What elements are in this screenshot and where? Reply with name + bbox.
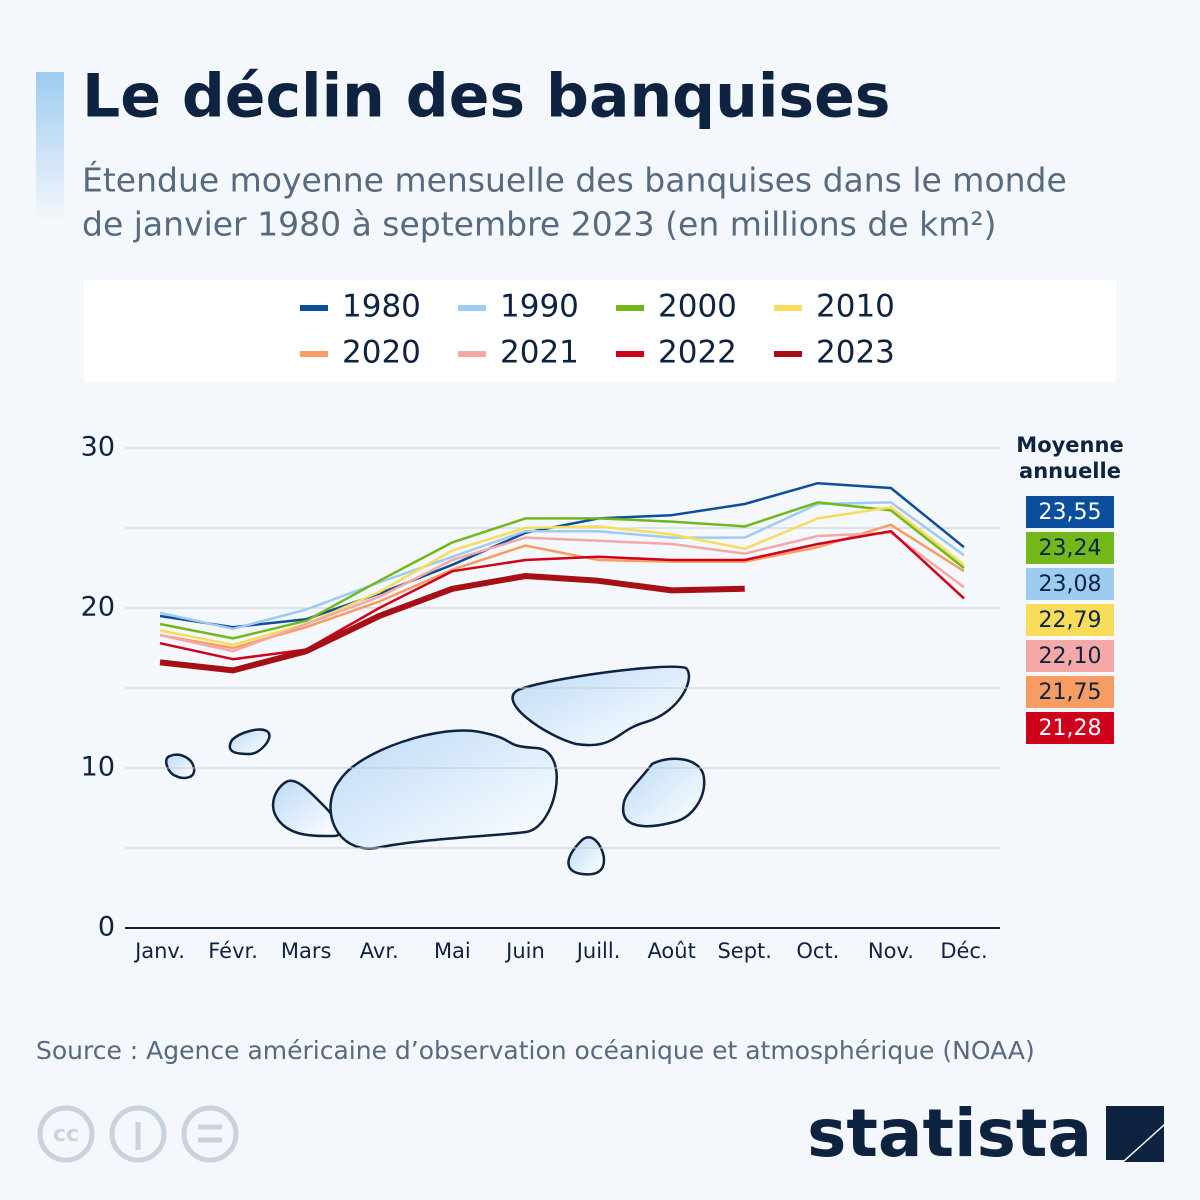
x-tick-label: Juin	[504, 939, 545, 963]
annual-box	[1026, 640, 1114, 672]
legend-label: 2021	[500, 335, 579, 371]
line	[159, 481, 965, 629]
brand: statista	[807, 1095, 1092, 1172]
annual-label: 22,79	[1039, 608, 1102, 633]
cc-icon: cc	[53, 1122, 79, 1147]
accent-bar	[36, 72, 64, 222]
y-tick-label: 0	[98, 912, 115, 943]
brand-logo	[1106, 1106, 1164, 1162]
annual-label: 22,10	[1039, 644, 1102, 669]
annual-box	[1026, 676, 1114, 708]
legend-label: 2023	[816, 335, 895, 371]
legend-label: 2020	[342, 335, 421, 371]
subtitle: de janvier 1980 à septembre 2023 (en mil…	[82, 205, 996, 244]
line	[159, 529, 965, 661]
legend-box	[84, 280, 1116, 382]
subtitle: Étendue moyenne mensuelle des banquises …	[82, 160, 1067, 200]
annual-title: annuelle	[1019, 459, 1121, 483]
legend-label: 1980	[342, 289, 421, 325]
y-tick-label: 20	[81, 592, 115, 623]
legend-label: 2022	[658, 335, 737, 371]
line	[159, 531, 965, 653]
line	[159, 501, 965, 631]
annual-box	[1026, 496, 1114, 528]
x-tick-label: Mars	[281, 939, 332, 963]
line	[159, 523, 965, 650]
annual-box	[1026, 532, 1114, 564]
annual-box	[1026, 568, 1114, 600]
source: Source : Agence américaine d’observation…	[36, 1036, 1035, 1065]
x-tick-label: Oct.	[796, 939, 839, 963]
annual-label: 23,55	[1039, 500, 1102, 525]
annual-label: 21,75	[1039, 680, 1102, 705]
x-tick-label: Août	[647, 939, 695, 963]
x-tick-label: Mai	[434, 939, 471, 963]
line	[159, 501, 965, 640]
y-tick-label: 10	[81, 752, 115, 783]
x-tick-label: Sept.	[717, 939, 772, 963]
legend-label: 2010	[816, 289, 895, 325]
annual-box	[1026, 712, 1114, 744]
annual-box	[1026, 604, 1114, 636]
annual-title: Moyenne	[1016, 433, 1123, 457]
annual-label: 21,28	[1039, 716, 1102, 741]
x-tick-label: Nov.	[868, 939, 914, 963]
x-tick-label: Juill.	[575, 939, 621, 963]
license-icons	[37, 1105, 239, 1163]
legend-label: 1990	[500, 289, 579, 325]
annual-label: 23,08	[1039, 572, 1102, 597]
legend-label: 2000	[658, 289, 737, 325]
x-tick-label: Avr.	[360, 939, 399, 963]
y-tick-label: 30	[81, 432, 115, 463]
annual-label: 23,24	[1039, 536, 1102, 561]
x-tick-label: Déc.	[940, 939, 987, 963]
line	[159, 573, 745, 674]
ice-illustration	[165, 665, 706, 876]
x-tick-label: Févr.	[208, 939, 258, 963]
chart-title: Le déclin des banquises	[82, 62, 891, 132]
x-tick-label: Janv.	[133, 939, 185, 963]
